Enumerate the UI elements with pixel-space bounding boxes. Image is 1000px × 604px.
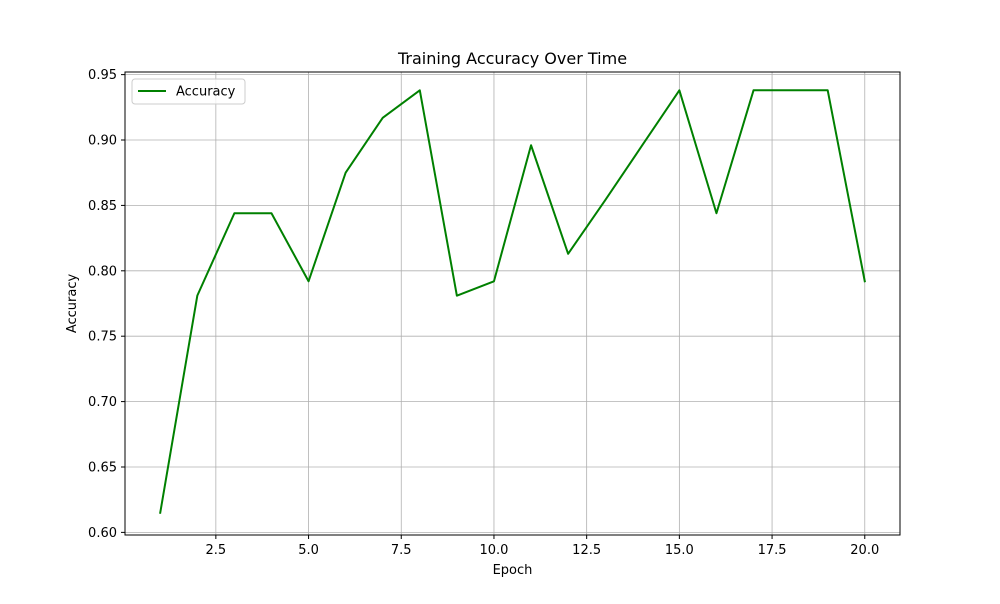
data-point — [270, 212, 272, 214]
legend: Accuracy — [131, 78, 246, 105]
y-tick-label: 0.85 — [88, 199, 117, 214]
y-axis-ticks: 0.60 0.65 0.70 0.75 0.80 0.85 0.90 0.95 — [88, 68, 125, 541]
x-axis-label: Epoch — [493, 563, 533, 578]
data-point — [790, 89, 792, 91]
data-point — [382, 117, 384, 119]
data-point — [345, 172, 347, 174]
data-point — [604, 199, 606, 201]
y-tick-label: 0.60 — [88, 526, 117, 541]
data-point — [196, 295, 198, 297]
data-point — [493, 280, 495, 282]
series-layer — [159, 89, 866, 514]
y-tick-label: 0.65 — [88, 460, 117, 475]
legend-box — [131, 78, 246, 105]
data-point — [233, 212, 235, 214]
legend-label-accuracy: Accuracy — [176, 85, 236, 100]
data-point — [530, 144, 532, 146]
x-tick-label: 17.5 — [758, 543, 787, 558]
data-point — [864, 280, 866, 282]
x-tick-label: 7.5 — [391, 543, 412, 558]
data-point — [678, 89, 680, 91]
y-axis-label: Accuracy — [65, 274, 80, 334]
x-tick-label: 15.0 — [665, 543, 694, 558]
data-point — [456, 295, 458, 297]
data-point — [715, 212, 717, 214]
data-point — [641, 144, 643, 146]
x-tick-label: 20.0 — [850, 543, 879, 558]
y-tick-label: 0.75 — [88, 330, 117, 345]
data-point — [419, 89, 421, 91]
data-point — [159, 512, 161, 514]
data-point — [753, 89, 755, 91]
data-point — [567, 253, 569, 255]
x-tick-label: 5.0 — [298, 543, 319, 558]
y-tick-label: 0.70 — [88, 395, 117, 410]
data-point — [308, 280, 310, 282]
x-tick-label: 12.5 — [572, 543, 601, 558]
series-line-accuracy — [159, 89, 866, 514]
x-tick-label: 2.5 — [206, 543, 227, 558]
plot-frame — [124, 71, 901, 536]
y-tick-label: 0.95 — [88, 68, 117, 83]
grid-layer — [125, 72, 900, 535]
x-tick-label: 10.0 — [479, 543, 508, 558]
chart-title: Training Accuracy Over Time — [397, 49, 627, 68]
x-axis-ticks: 2.5 5.0 7.5 10.0 12.5 15.0 17.5 20.0 — [206, 535, 879, 558]
y-tick-label: 0.90 — [88, 134, 117, 149]
data-point — [827, 89, 829, 91]
y-tick-label: 0.80 — [88, 264, 117, 279]
